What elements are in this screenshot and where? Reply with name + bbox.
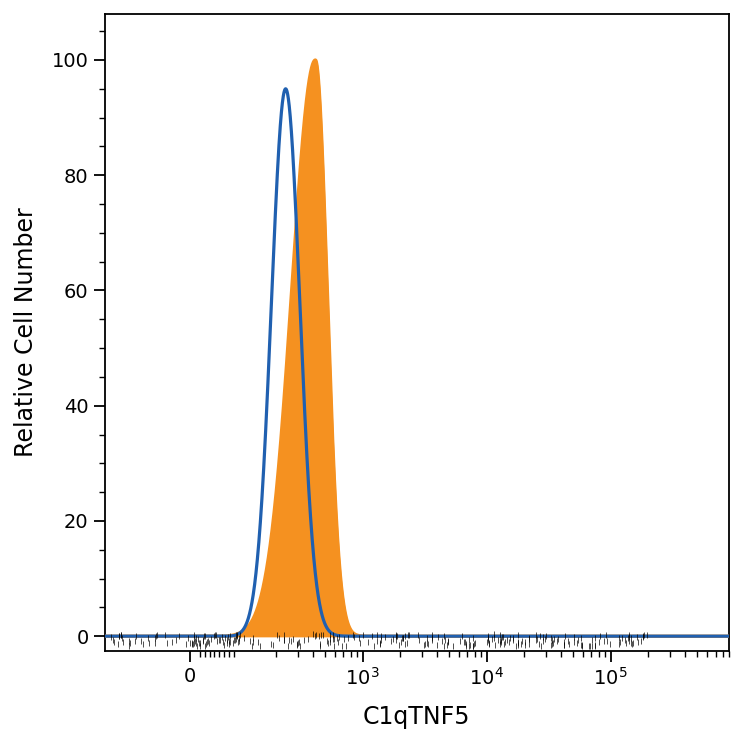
Y-axis label: Relative Cell Number: Relative Cell Number	[14, 207, 38, 457]
X-axis label: C1qTNF5: C1qTNF5	[363, 705, 470, 729]
